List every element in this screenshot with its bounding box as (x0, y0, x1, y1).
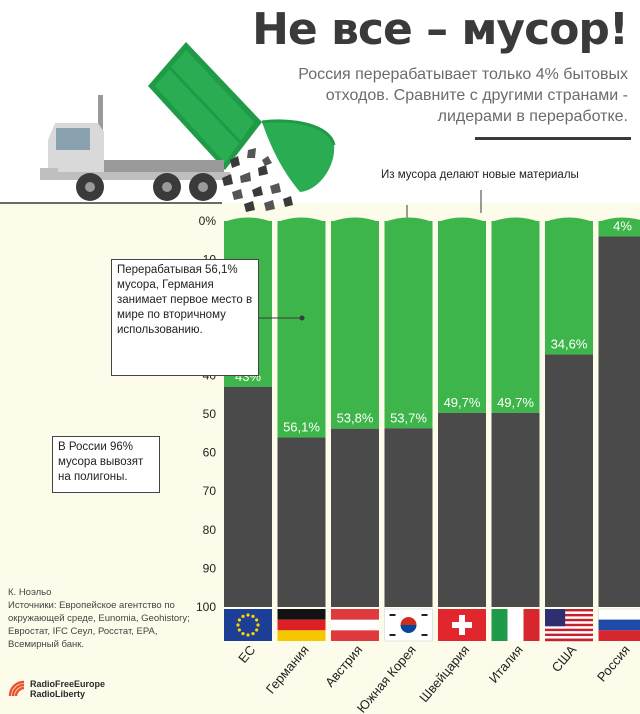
russia-flag-icon (598, 608, 640, 641)
garbage-truck-icon (40, 42, 336, 212)
credits-sources: Источники: Европейское агентство по окру… (8, 600, 190, 650)
bar-value-label: 53,8% (337, 411, 374, 426)
bar-top-arc (545, 217, 593, 222)
bar-landfill (545, 354, 593, 607)
subtitle-rule (475, 137, 631, 140)
bar-recycled (438, 221, 486, 413)
bar-recycled (545, 221, 593, 355)
austria-flag-icon (331, 609, 379, 641)
russia-note: В России 96% мусора вывозят на полигоны. (52, 436, 160, 493)
y-tick-label: 0% (199, 214, 217, 228)
y-tick-label: 100 (196, 600, 216, 614)
bar-value-label: 4% (613, 218, 632, 233)
bar-recycled (598, 221, 640, 237)
rfe-logo-line2: RadioLiberty (30, 689, 86, 699)
credits-author: К. Ноэльо (8, 587, 52, 598)
page-title: Не все – мусор! (252, 4, 629, 55)
germany-note-dot (299, 315, 305, 321)
bar-top-arc (491, 217, 540, 222)
flags (224, 608, 640, 642)
top-callout: Из мусора делают новые материалы (381, 168, 579, 183)
bars: 43%56,1%53,8% 53,7%49,7% 49,7%34,6%4% (224, 217, 640, 607)
bar-landfill (331, 428, 379, 607)
rfe-logo-icon (8, 680, 25, 697)
switzerland-flag-icon (438, 609, 486, 641)
italy-flag-icon (491, 609, 540, 641)
bar-top-arc (224, 217, 272, 222)
rfe-logo-text: RadioFreeEurope RadioLiberty (30, 679, 105, 699)
bar-value-label: 56,1% (283, 420, 320, 435)
y-tick-label: 70 (203, 484, 217, 498)
bar-landfill (491, 412, 540, 607)
bar-top-arc (598, 217, 640, 222)
germany-flag-icon (277, 609, 326, 641)
bar-top-arc (384, 217, 433, 222)
bar-top-arc (438, 217, 486, 222)
germany-note: Перерабатывая 56,1% мусора, Германия зан… (111, 259, 259, 376)
bar-value-label: 34,6% (551, 337, 588, 352)
y-tick-label: 90 (203, 561, 217, 575)
bar-value-label: 49,7% (444, 395, 481, 410)
rfe-logo: RadioFreeEurope RadioLiberty (8, 679, 105, 699)
bar-recycled (331, 221, 379, 429)
credits: К. Ноэльо Источники: Европейское агентст… (8, 586, 193, 651)
bar-landfill (598, 236, 640, 607)
bar-value-label: 49,7% (497, 395, 534, 410)
south-korea-flag-icon (384, 608, 433, 642)
bar-recycled (277, 221, 326, 438)
bar-recycled (491, 221, 540, 413)
bar-top-arc (331, 217, 379, 222)
bar-landfill (277, 437, 326, 607)
eu-flag-icon (224, 609, 272, 641)
bar-recycled (384, 221, 433, 429)
bar-top-arc (277, 217, 326, 222)
bar-value-label: 53,7% (390, 410, 427, 425)
bar-landfill (438, 412, 486, 607)
page-subtitle: Россия перерабатывает только 4% бытовых … (298, 66, 628, 125)
bar-landfill (224, 386, 272, 607)
rfe-logo-line1: RadioFreeEurope (30, 679, 106, 689)
usa-flag-icon (545, 609, 593, 642)
y-tick-label: 80 (203, 523, 217, 537)
top-callout-text: Из мусора делают новые материалы (381, 169, 579, 181)
y-tick-label: 50 (203, 407, 217, 421)
bar-landfill (384, 428, 433, 607)
y-tick-label: 60 (203, 446, 217, 460)
